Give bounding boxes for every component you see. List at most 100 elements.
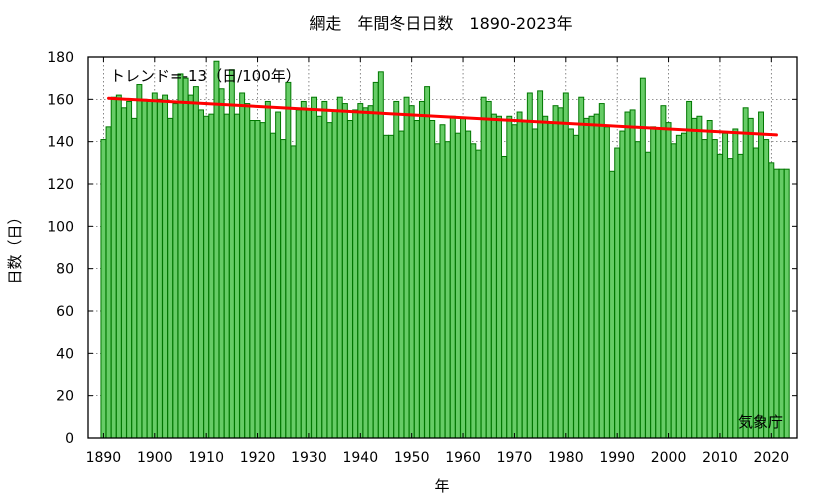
bar-1895 (126, 100, 133, 439)
bar-1923 (269, 132, 276, 439)
bar-1929 (300, 100, 307, 439)
x-axis-ticks: 1890 1900 1910 1920 1930 1940 1950 1960 1970 1980… (86, 57, 789, 466)
bar-1946 (388, 134, 395, 439)
bar-1951 (413, 120, 420, 439)
bar-1972 (521, 120, 528, 439)
bar-1949 (403, 96, 410, 439)
bar-1959 (454, 132, 461, 439)
bar-1897 (136, 84, 143, 439)
bar-2010 (716, 153, 723, 439)
bar-1920 (254, 120, 261, 439)
bar-1925 (280, 139, 287, 439)
bar-1903 (167, 117, 174, 439)
bar-1988 (603, 126, 610, 439)
bar-1939 (352, 109, 359, 439)
x-tick-label: 1990 (599, 450, 635, 466)
bar-2021 (773, 168, 780, 439)
bar-1961 (465, 130, 472, 439)
bar-1974 (532, 128, 538, 439)
bar-1997 (650, 126, 657, 439)
trend-annotation: トレンド=-13（日/100年） (110, 67, 301, 85)
bar-2004 (686, 100, 693, 439)
bar-1947 (393, 100, 400, 439)
bar-1931 (311, 96, 318, 439)
bar-1994 (634, 141, 641, 439)
bar-1995 (639, 77, 646, 439)
bar-1964 (480, 96, 487, 439)
bar-1891 (105, 126, 112, 439)
bar-1912 (213, 60, 220, 439)
bar-1981 (567, 128, 574, 439)
bar-1945 (383, 134, 389, 439)
bar-1953 (424, 86, 431, 439)
x-tick-label: 1970 (497, 450, 533, 466)
bar-2008 (706, 120, 713, 439)
bar-1965 (485, 100, 492, 439)
x-tick-label: 1900 (137, 450, 173, 466)
bar-1917 (239, 92, 246, 439)
bar-2022 (778, 168, 785, 439)
bar-2016 (747, 117, 754, 439)
bar-1901 (156, 98, 163, 439)
bar-1896 (131, 117, 138, 439)
x-tick-label: 1910 (188, 450, 224, 466)
bar-1913 (218, 88, 225, 439)
bar-1936 (336, 96, 343, 439)
bar-1918 (244, 103, 251, 439)
bar-1943 (372, 81, 379, 439)
bar-1933 (321, 100, 328, 439)
bar-1956 (439, 124, 446, 439)
bar-1982 (573, 134, 580, 439)
bar-1894 (121, 107, 127, 439)
bar-2015 (742, 107, 749, 439)
bar-2011 (722, 132, 729, 439)
x-tick-label: 1890 (86, 450, 122, 466)
bar-1986 (593, 113, 600, 439)
bar-1980 (562, 92, 569, 439)
plot-frame (87, 56, 798, 439)
bar-1967 (496, 115, 502, 439)
bar-1969 (506, 115, 513, 439)
bar-1928 (295, 109, 302, 439)
bar-1984 (583, 117, 590, 439)
bar-1968 (501, 155, 508, 439)
bar-1930 (305, 109, 312, 439)
bar-1909 (198, 109, 204, 439)
bar-2005 (691, 117, 698, 439)
bar-1905 (177, 73, 184, 439)
bar-1996 (645, 151, 651, 439)
bar-1907 (187, 94, 194, 439)
bar-1940 (357, 103, 364, 439)
bar-1985 (588, 115, 595, 439)
x-tick-label: 1920 (240, 450, 276, 466)
bar-1941 (362, 107, 369, 439)
bar-1944 (377, 71, 384, 439)
bar-2000 (665, 122, 672, 439)
bar-1937 (341, 103, 348, 439)
bar-1900 (151, 92, 158, 439)
bar-1970 (511, 124, 518, 439)
bar-1960 (460, 117, 467, 439)
bar-1932 (316, 115, 323, 439)
bar-1987 (598, 103, 605, 439)
bar-2017 (752, 147, 759, 439)
x-tick-label: 1960 (445, 450, 481, 466)
bar-1976 (542, 115, 549, 439)
bar-1983 (578, 96, 585, 439)
source-label: 気象庁 (738, 413, 783, 431)
trend-line-group (107, 96, 778, 137)
bar-2018 (758, 111, 765, 439)
bar-2013 (732, 128, 739, 439)
bar-1927 (290, 145, 297, 439)
bar-1957 (444, 141, 451, 439)
y-axis-ticks: 0 20 40 60 80 100 120 140 160 180 (47, 50, 797, 447)
bar-2019 (763, 139, 770, 439)
bar-1934 (326, 122, 333, 439)
bar-1952 (418, 100, 425, 439)
bar-2009 (711, 139, 718, 439)
y-tick-label: 120 (47, 177, 74, 193)
bar-1942 (367, 105, 374, 439)
bar-1892 (110, 96, 117, 439)
chart-title: 網走 年間冬日日数 1890-2023年 (309, 14, 572, 33)
x-tick-label: 2000 (651, 450, 687, 466)
